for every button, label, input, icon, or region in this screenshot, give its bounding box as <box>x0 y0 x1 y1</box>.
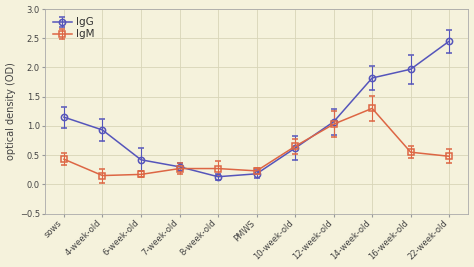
Legend: IgG, IgM: IgG, IgM <box>50 14 98 43</box>
Y-axis label: optical density (OD): optical density (OD) <box>6 62 16 160</box>
